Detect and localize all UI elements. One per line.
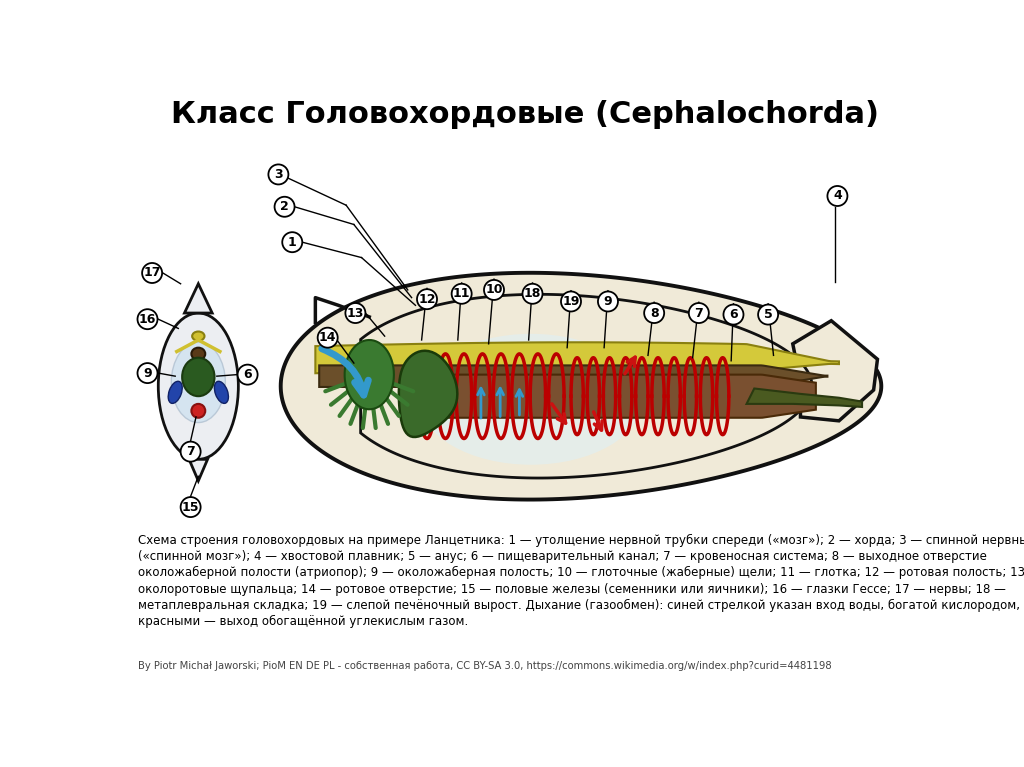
Circle shape xyxy=(522,284,543,304)
Text: 7: 7 xyxy=(694,307,703,320)
Text: By Piotr Michał Jaworski; PioM EN DE PL - собственная работа, CC BY-SA 3.0, http: By Piotr Michał Jaworski; PioM EN DE PL … xyxy=(138,661,831,671)
Text: 15: 15 xyxy=(182,501,200,514)
Text: 1: 1 xyxy=(288,235,297,249)
Text: 11: 11 xyxy=(453,288,470,300)
Circle shape xyxy=(345,303,366,323)
Circle shape xyxy=(598,291,617,311)
Circle shape xyxy=(238,364,258,384)
Circle shape xyxy=(561,291,581,311)
Circle shape xyxy=(137,363,158,383)
Text: 4: 4 xyxy=(834,189,842,202)
Text: 5: 5 xyxy=(764,308,772,321)
Polygon shape xyxy=(319,365,827,387)
Ellipse shape xyxy=(159,313,239,459)
Ellipse shape xyxy=(168,381,182,403)
Text: метаплевральная складка; 19 — слепой печёночный вырост. Дыхание (газообмен): син: метаплевральная складка; 19 — слепой печ… xyxy=(138,599,1024,612)
Polygon shape xyxy=(189,459,208,481)
Text: околоротовые щупальца; 14 — ротовое отверстие; 15 — половые железы (семенники ил: околоротовые щупальца; 14 — ротовое отве… xyxy=(138,582,1007,595)
Circle shape xyxy=(137,309,158,329)
Circle shape xyxy=(180,497,201,517)
Circle shape xyxy=(180,442,201,462)
Text: 17: 17 xyxy=(143,266,161,279)
Polygon shape xyxy=(360,295,812,478)
Circle shape xyxy=(644,303,665,323)
Text: 19: 19 xyxy=(562,295,580,308)
Ellipse shape xyxy=(193,331,205,341)
Text: красными — выход обогащённой углекислым газом.: красными — выход обогащённой углекислым … xyxy=(138,615,469,628)
Text: 6: 6 xyxy=(244,368,252,381)
Ellipse shape xyxy=(182,357,214,397)
Text: («спинной мозг»); 4 — хвостовой плавник; 5 — анус; 6 — пищеварительный канал; 7 : («спинной мозг»); 4 — хвостовой плавник;… xyxy=(138,550,987,563)
Text: 9: 9 xyxy=(603,295,612,308)
Circle shape xyxy=(452,284,472,304)
Circle shape xyxy=(827,186,848,206)
Text: 13: 13 xyxy=(347,307,365,320)
Text: 10: 10 xyxy=(485,284,503,296)
Text: 18: 18 xyxy=(524,288,542,300)
Text: 8: 8 xyxy=(650,307,658,320)
Text: 16: 16 xyxy=(139,313,157,326)
Circle shape xyxy=(274,197,295,217)
Polygon shape xyxy=(398,351,458,437)
Circle shape xyxy=(724,304,743,324)
Circle shape xyxy=(758,304,778,324)
Polygon shape xyxy=(793,321,878,421)
Circle shape xyxy=(689,303,709,323)
Ellipse shape xyxy=(171,342,225,423)
Polygon shape xyxy=(281,273,882,499)
Circle shape xyxy=(417,289,437,309)
Text: 2: 2 xyxy=(281,200,289,213)
Ellipse shape xyxy=(419,334,643,465)
Circle shape xyxy=(484,280,504,300)
Text: Класс Головохордовые (Cephalochorda): Класс Головохордовые (Cephalochorda) xyxy=(171,100,879,129)
Ellipse shape xyxy=(191,347,205,360)
Polygon shape xyxy=(315,342,839,374)
Circle shape xyxy=(191,404,205,418)
Text: околожаберной полости (атриопор); 9 — околожаберная полость; 10 — глоточные (жаб: околожаберной полости (атриопор); 9 — ок… xyxy=(138,566,1024,579)
Polygon shape xyxy=(746,389,862,407)
Text: 12: 12 xyxy=(418,293,436,306)
Polygon shape xyxy=(345,340,394,410)
Circle shape xyxy=(317,328,338,347)
Circle shape xyxy=(283,232,302,252)
Circle shape xyxy=(142,263,162,283)
Text: 3: 3 xyxy=(274,168,283,181)
Polygon shape xyxy=(184,284,212,313)
Text: Схема строения головохордовых на примере Ланцетника: 1 — утолщение нервной трубк: Схема строения головохордовых на примере… xyxy=(138,534,1024,547)
Ellipse shape xyxy=(214,381,228,403)
Polygon shape xyxy=(408,365,816,427)
Circle shape xyxy=(268,164,289,184)
Text: 9: 9 xyxy=(143,367,152,380)
Text: 6: 6 xyxy=(729,308,737,321)
Text: 14: 14 xyxy=(318,331,337,344)
Text: 7: 7 xyxy=(186,445,195,458)
